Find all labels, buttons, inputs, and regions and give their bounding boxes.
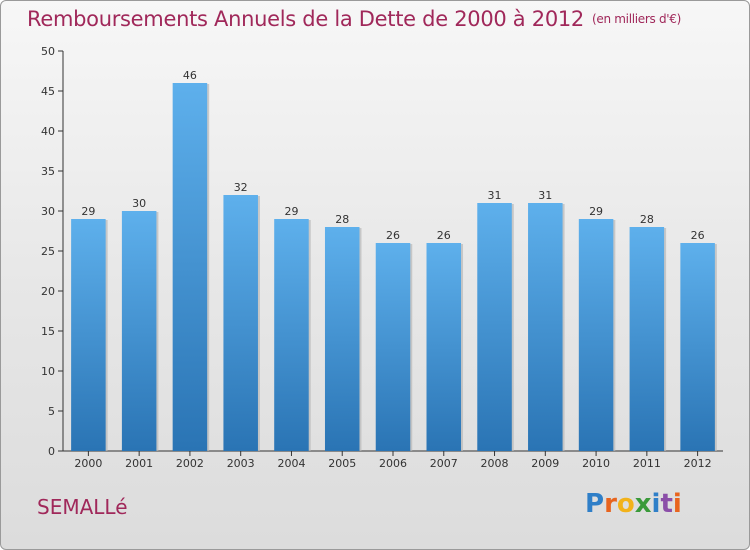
x-tick-label: 2007 (430, 457, 458, 470)
logo-letter: t (660, 489, 673, 519)
bar (274, 219, 309, 451)
data-label: 29 (589, 205, 603, 218)
y-tick-label: 40 (41, 125, 55, 138)
commune-name: SEMALLé (37, 495, 128, 519)
bar (172, 83, 208, 451)
x-tick-label: 2012 (684, 457, 712, 470)
y-tick-label: 25 (41, 245, 55, 258)
y-tick-label: 50 (41, 45, 55, 58)
y-tick-label: 20 (41, 285, 55, 298)
y-tick-label: 0 (48, 445, 55, 458)
logo-letter: P (585, 489, 605, 519)
data-label: 28 (335, 213, 349, 226)
x-tick-label: 2009 (531, 457, 559, 470)
data-label: 28 (640, 213, 654, 226)
logo-letter: x (634, 489, 652, 519)
bar (71, 219, 106, 451)
data-label: 26 (386, 229, 400, 242)
data-label: 46 (183, 69, 197, 82)
logo-letter: i (651, 489, 661, 519)
logo-letter: r (604, 489, 617, 519)
proxiti-logo: Proxiti (585, 489, 682, 519)
data-label: 31 (538, 189, 552, 202)
x-tick-label: 2001 (125, 457, 153, 470)
bar (477, 203, 512, 451)
chart-unit: (en milliers d'€) (592, 12, 682, 26)
x-tick-label: 2008 (481, 457, 509, 470)
y-tick-label: 10 (41, 365, 55, 378)
x-tick-label: 2004 (277, 457, 305, 470)
data-label: 31 (488, 189, 502, 202)
bar (578, 219, 614, 451)
bar (629, 227, 665, 451)
y-tick-label: 15 (41, 325, 55, 338)
bar (426, 243, 462, 451)
x-tick-label: 2006 (379, 457, 407, 470)
x-tick-label: 2010 (582, 457, 610, 470)
logo-letter: o (616, 489, 635, 519)
x-tick-label: 2011 (633, 457, 661, 470)
data-label: 26 (437, 229, 451, 242)
chart-title-text: Remboursements Annuels de la Dette de 20… (27, 7, 584, 31)
bar (223, 195, 258, 451)
bar (528, 203, 563, 451)
y-tick-label: 5 (48, 405, 55, 418)
bar (375, 243, 411, 451)
x-tick-label: 2000 (74, 457, 102, 470)
x-tick-label: 2002 (176, 457, 204, 470)
y-tick-label: 30 (41, 205, 55, 218)
chart-title: Remboursements Annuels de la Dette de 20… (27, 7, 681, 31)
bar (121, 211, 157, 451)
bar (324, 227, 360, 451)
data-label: 29 (284, 205, 298, 218)
data-label: 32 (234, 181, 248, 194)
x-tick-label: 2005 (328, 457, 356, 470)
data-label: 30 (132, 197, 146, 210)
data-label: 26 (691, 229, 705, 242)
x-tick-label: 2003 (227, 457, 255, 470)
data-label: 29 (81, 205, 95, 218)
bar (680, 243, 715, 451)
y-tick-label: 45 (41, 85, 55, 98)
logo-letter: i (672, 489, 682, 519)
y-tick-label: 35 (41, 165, 55, 178)
